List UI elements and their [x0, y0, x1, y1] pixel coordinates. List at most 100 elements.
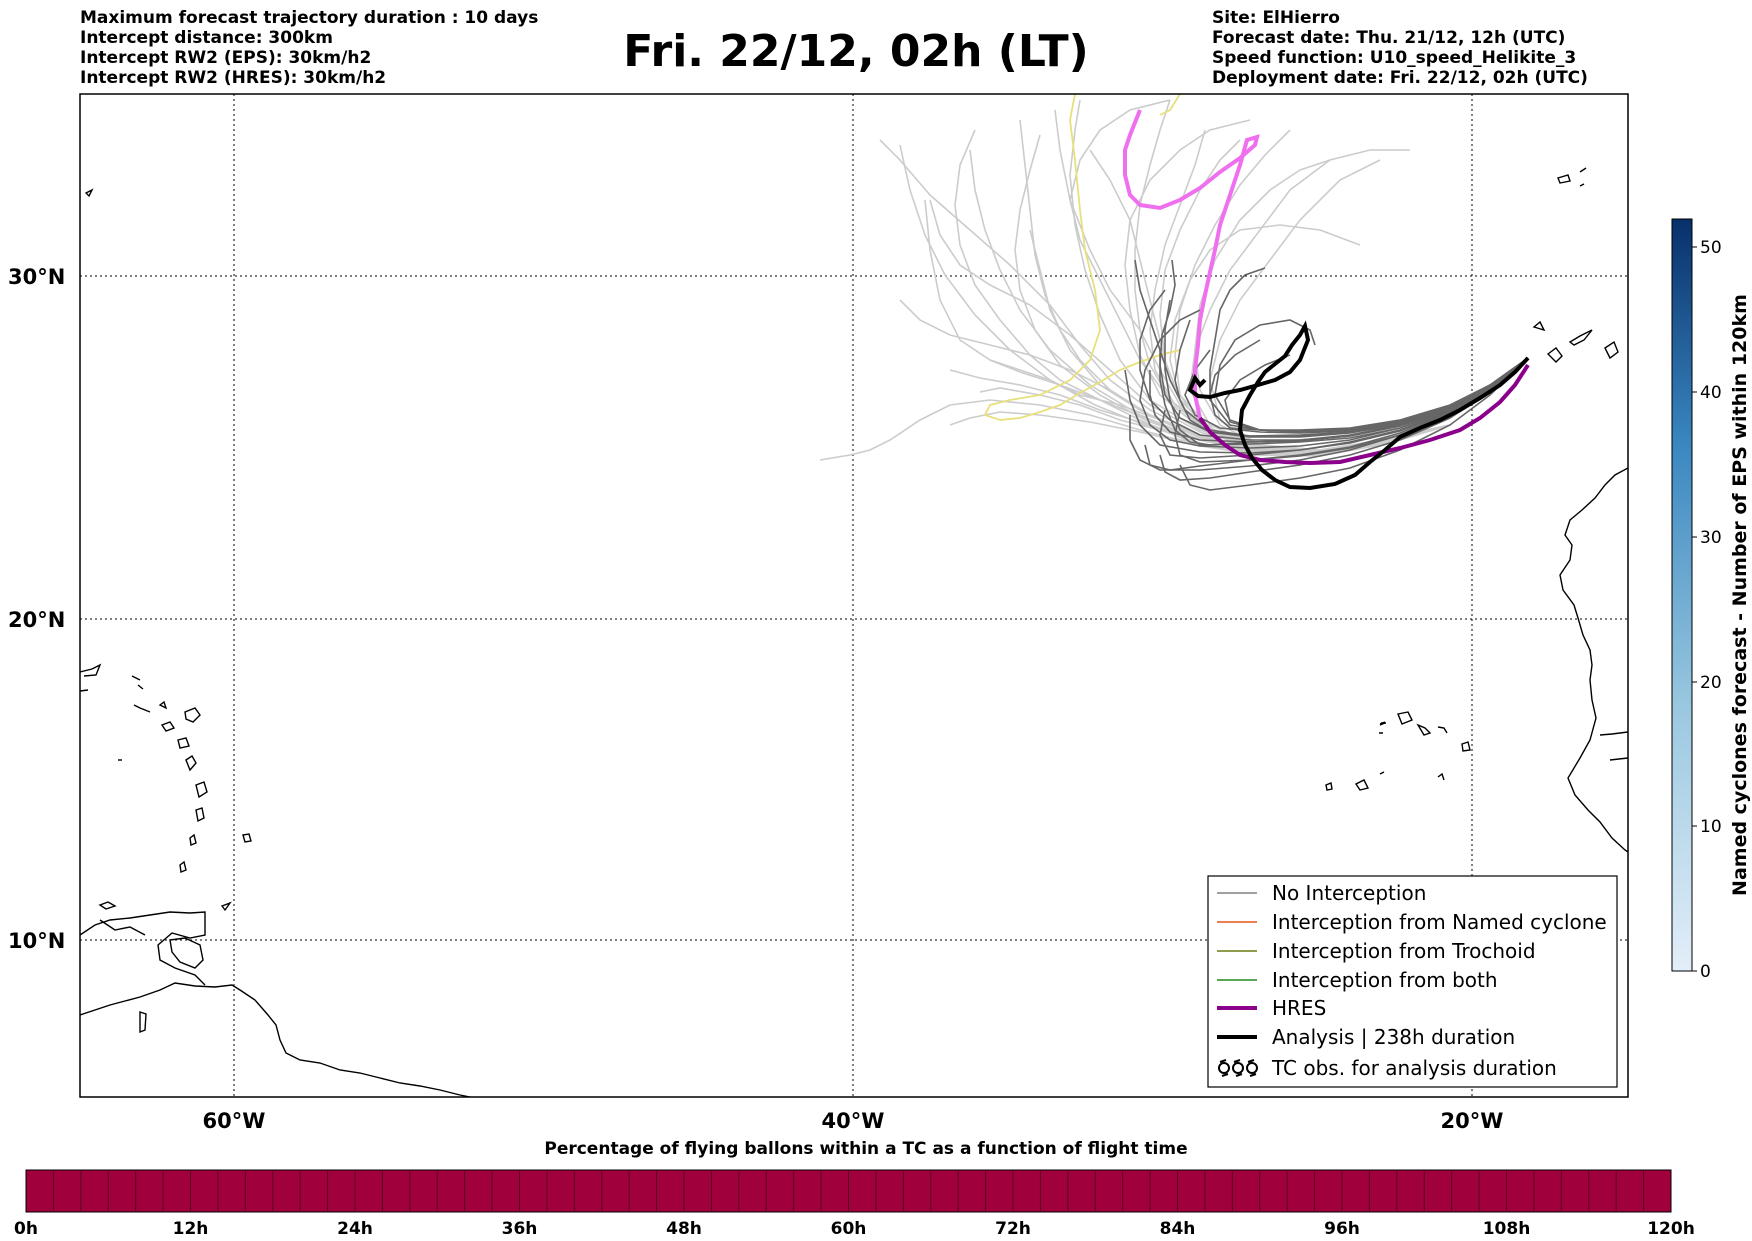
eps-track-dark: [1209, 267, 1529, 431]
timebar-label-60h: 60h: [831, 1219, 867, 1239]
island-cape-verde-1: [1397, 711, 1413, 725]
island-cape-verde-8: [1325, 782, 1333, 791]
legend-item-both: Interception from both: [1217, 968, 1498, 992]
param-max-duration: Maximum forecast trajectory duration : 1…: [80, 8, 539, 28]
island-cape-verde-7: [1354, 779, 1370, 791]
timebar-label-96h: 96h: [1324, 1219, 1360, 1239]
trochoid-line: [1159, 94, 1181, 116]
forecast-metadata: Site: ElHierro Forecast date: Thu. 21/12…: [1212, 8, 1588, 88]
island-barbados: [242, 833, 252, 843]
legend-item-analysis: Analysis | 238h duration: [1217, 1025, 1515, 1049]
hres-magenta-segment: [1123, 109, 1260, 419]
island-puerto-rico-east: [80, 663, 102, 677]
legend-item-no-interception: No Interception: [1217, 881, 1426, 905]
param-intercept-eps: Intercept RW2 (EPS): 30km/h2: [80, 48, 372, 68]
legend-label: Interception from Named cyclone: [1272, 910, 1607, 934]
island-st-lucia: [195, 807, 205, 823]
island-grenadines: [139, 1011, 147, 1034]
trochoid-line: [983, 94, 1181, 421]
colorbar-tick-10: 10: [1700, 817, 1722, 837]
island-margarita: [98, 901, 117, 910]
timebar-label-24h: 24h: [337, 1219, 373, 1239]
timebar-title: Percentage of flying ballons within a TC…: [544, 1139, 1187, 1159]
coast-africa: [1559, 467, 1628, 853]
legend-label: HRES: [1272, 996, 1326, 1020]
island-st-vincent: [189, 833, 197, 846]
lat-label-10n: 10°N: [8, 929, 65, 953]
island-cape-verde-10: [1437, 772, 1445, 781]
hres-trajectory: [1123, 109, 1530, 466]
legend-label: No Interception: [1272, 881, 1426, 905]
eps-track-dark: [1179, 357, 1529, 491]
legend-label: TC obs. for analysis duration: [1271, 1056, 1557, 1080]
island-guadeloupe: [184, 707, 201, 723]
map-frame: [79, 93, 1629, 1098]
colorbar-tick-30: 30: [1700, 528, 1722, 548]
eps-track-dark: [1149, 357, 1529, 443]
island-a1: [177, 737, 190, 749]
colorbar-tick-0: 0: [1700, 962, 1711, 982]
analysis-line: [1187, 320, 1530, 491]
param-intercept-distance: Intercept distance: 300km: [80, 28, 333, 48]
island-dominica: [185, 755, 197, 772]
timebar-label-48h: 48h: [666, 1219, 702, 1239]
eps-track: [1194, 159, 1451, 451]
colorbar-gradient: [1671, 218, 1693, 972]
island-madeira: [1557, 174, 1571, 184]
island-a3: [84, 188, 94, 198]
timebar-labels: 0h 12h 24h 36h 48h 60h 72h 84h 96h 108h …: [14, 1219, 1695, 1239]
island-cape-verde-5: [1461, 741, 1471, 752]
tc-symbol-icon: [1218, 1059, 1258, 1077]
timebar-label-108h: 108h: [1483, 1219, 1531, 1239]
island-canaries-3: [1604, 340, 1619, 360]
timebar-label-12h: 12h: [173, 1219, 209, 1239]
eps-track-dark: [1124, 357, 1529, 454]
island-small-a: [80, 689, 151, 713]
island-martinique: [195, 781, 208, 799]
lat-label-20n: 20°N: [8, 608, 65, 632]
island-cape-verde-3: [1437, 726, 1448, 734]
lat-label-30n: 30°N: [8, 265, 65, 289]
legend-item-tc-obs: TC obs. for analysis duration: [1218, 1056, 1557, 1080]
legend-label: Interception from Trochoid: [1272, 939, 1536, 963]
island-madeira-2: [1579, 167, 1587, 187]
island-cape-verde-2: [1416, 723, 1432, 736]
island-canaries-4: [1532, 320, 1546, 332]
legend-item-trochoid: Interception from Trochoid: [1217, 939, 1536, 963]
trochoid-track: [983, 94, 1181, 421]
colorbar-title: Named cyclones forecast - Number of EPS …: [1729, 294, 1751, 896]
colorbar-tick-50: 50: [1700, 238, 1722, 258]
island-saint-kitts: [160, 721, 176, 732]
coast-africa-senegal: [1599, 731, 1628, 761]
timebar-label-36h: 36h: [502, 1219, 538, 1239]
legend-box: [1207, 875, 1618, 1088]
lon-label-60w: 60°W: [203, 1109, 266, 1133]
island-canaries-1: [1546, 347, 1563, 363]
colorbar-ticks: 0 10 20 30 40 50: [1692, 238, 1722, 982]
legend-label: Analysis | 238h duration: [1272, 1025, 1515, 1049]
coast-trinidad-coast: [80, 911, 206, 986]
island-tobago: [220, 901, 232, 912]
param-intercept-hres: Intercept RW2 (HRES): 30km/h2: [80, 68, 387, 88]
island-cape-verde-11: [1379, 722, 1386, 734]
island-canaries-2: [1568, 329, 1593, 346]
island-grenada: [179, 860, 187, 873]
eps-colorbar: 0 10 20 30 40 50 Named cyclones forecast…: [1671, 218, 1751, 982]
timebar-label-72h: 72h: [995, 1219, 1031, 1239]
eps-track: [1134, 99, 1451, 453]
colorbar-tick-40: 40: [1700, 383, 1722, 403]
lon-label-40w: 40°W: [822, 1109, 885, 1133]
eps-dark-trajectories: [1124, 259, 1529, 491]
island-virgin: [131, 675, 144, 690]
coast-south-america: [80, 982, 471, 1097]
page-title: Fri. 22/12, 02h (LT): [623, 26, 1089, 77]
timebar-label-84h: 84h: [1160, 1219, 1196, 1239]
timebar-label-120h: 120h: [1647, 1219, 1695, 1239]
eps-track-dark: [1209, 339, 1529, 432]
meta-forecast-date: Forecast date: Thu. 21/12, 12h (UTC): [1212, 28, 1566, 48]
legend-item-hres: HRES: [1217, 996, 1326, 1020]
island-trinidad: [169, 937, 204, 969]
timebar-label-0h: 0h: [14, 1219, 38, 1239]
eps-track-dark: [1139, 309, 1529, 449]
